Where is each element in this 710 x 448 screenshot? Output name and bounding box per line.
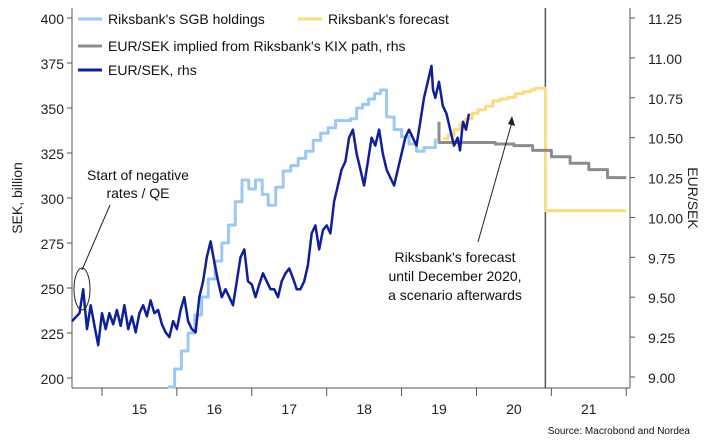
x-tick-label: 20 <box>506 401 522 417</box>
legend: Riksbank's SGB holdings Riksbank's forec… <box>78 11 449 78</box>
right-tick-label: 11.00 <box>648 51 682 67</box>
source-note: Source: Macrobond and Nordea <box>548 426 691 437</box>
right-tick-label: 11.25 <box>648 11 682 27</box>
annotation-negative-rates-pointer <box>81 204 111 271</box>
left-tick-label: 225 <box>41 326 65 342</box>
series-layer <box>71 64 627 389</box>
right-tick-label: 9.75 <box>648 250 675 266</box>
x-tick-label: 17 <box>281 401 297 417</box>
series-line-2 <box>437 121 627 180</box>
x-tick-label: 19 <box>431 401 447 417</box>
series-line-3 <box>71 64 471 347</box>
right-tick-label: 10.00 <box>648 210 683 226</box>
legend-label-sgb: Riksbank's SGB holdings <box>108 11 265 27</box>
right-tick-label: 9.50 <box>648 290 675 306</box>
left-tick-label: 250 <box>41 281 65 297</box>
right-axis-title: EUR/SEK <box>685 167 701 229</box>
right-tick-label: 10.50 <box>648 131 683 147</box>
x-tick-label: 16 <box>207 401 223 417</box>
annotation-forecast-arrow <box>477 121 513 243</box>
left-axis-ticks: 200 225 250 275 300 325 350 375 400 <box>41 11 72 387</box>
x-tick-label: 18 <box>356 401 372 417</box>
annotation-forecast-line2: until December 2020, <box>388 268 521 284</box>
left-tick-label: 325 <box>41 146 65 162</box>
x-tick-label: 15 <box>132 401 148 417</box>
legend-label-eursek: EUR/SEK, rhs <box>108 62 197 78</box>
annotation-forecast-arrowhead <box>508 116 515 126</box>
annotation-forecast-line1: Riksbank's forecast <box>395 249 516 265</box>
annotation-forecast: Riksbank's forecast until December 2020,… <box>388 116 522 303</box>
left-tick-label: 300 <box>41 191 65 207</box>
annotation-negative-rates: Start of negative rates / QE <box>73 167 189 311</box>
x-axis-ticks: 15 16 17 18 19 20 21 <box>101 388 627 417</box>
annotation-negative-rates-line2: rates / QE <box>106 185 169 201</box>
annotation-negative-rates-line1: Start of negative <box>87 167 189 183</box>
left-tick-label: 375 <box>41 56 65 72</box>
right-tick-label: 10.25 <box>648 171 683 187</box>
x-tick-label: 21 <box>581 401 597 417</box>
right-tick-label: 9.25 <box>648 330 675 346</box>
legend-label-implied: EUR/SEK implied from Riksbank's KIX path… <box>108 38 406 54</box>
left-tick-label: 275 <box>41 236 65 252</box>
right-tick-label: 9.00 <box>648 370 675 386</box>
series-line-1 <box>442 86 627 213</box>
right-axis-ticks: 9.00 9.25 9.50 9.75 10.00 10.25 10.50 10.75 11.0… <box>630 11 683 386</box>
left-tick-label: 200 <box>41 371 65 387</box>
right-tick-label: 10.75 <box>648 91 683 107</box>
annotation-negative-rates-circle <box>73 267 91 311</box>
left-axis-title: SEK, billion <box>9 162 25 234</box>
left-tick-label: 400 <box>41 11 65 27</box>
left-tick-label: 350 <box>41 101 65 117</box>
annotation-forecast-line3: a scenario afterwards <box>388 287 522 303</box>
series-line-0 <box>167 88 437 389</box>
legend-label-forecast: Riksbank's forecast <box>328 11 449 27</box>
